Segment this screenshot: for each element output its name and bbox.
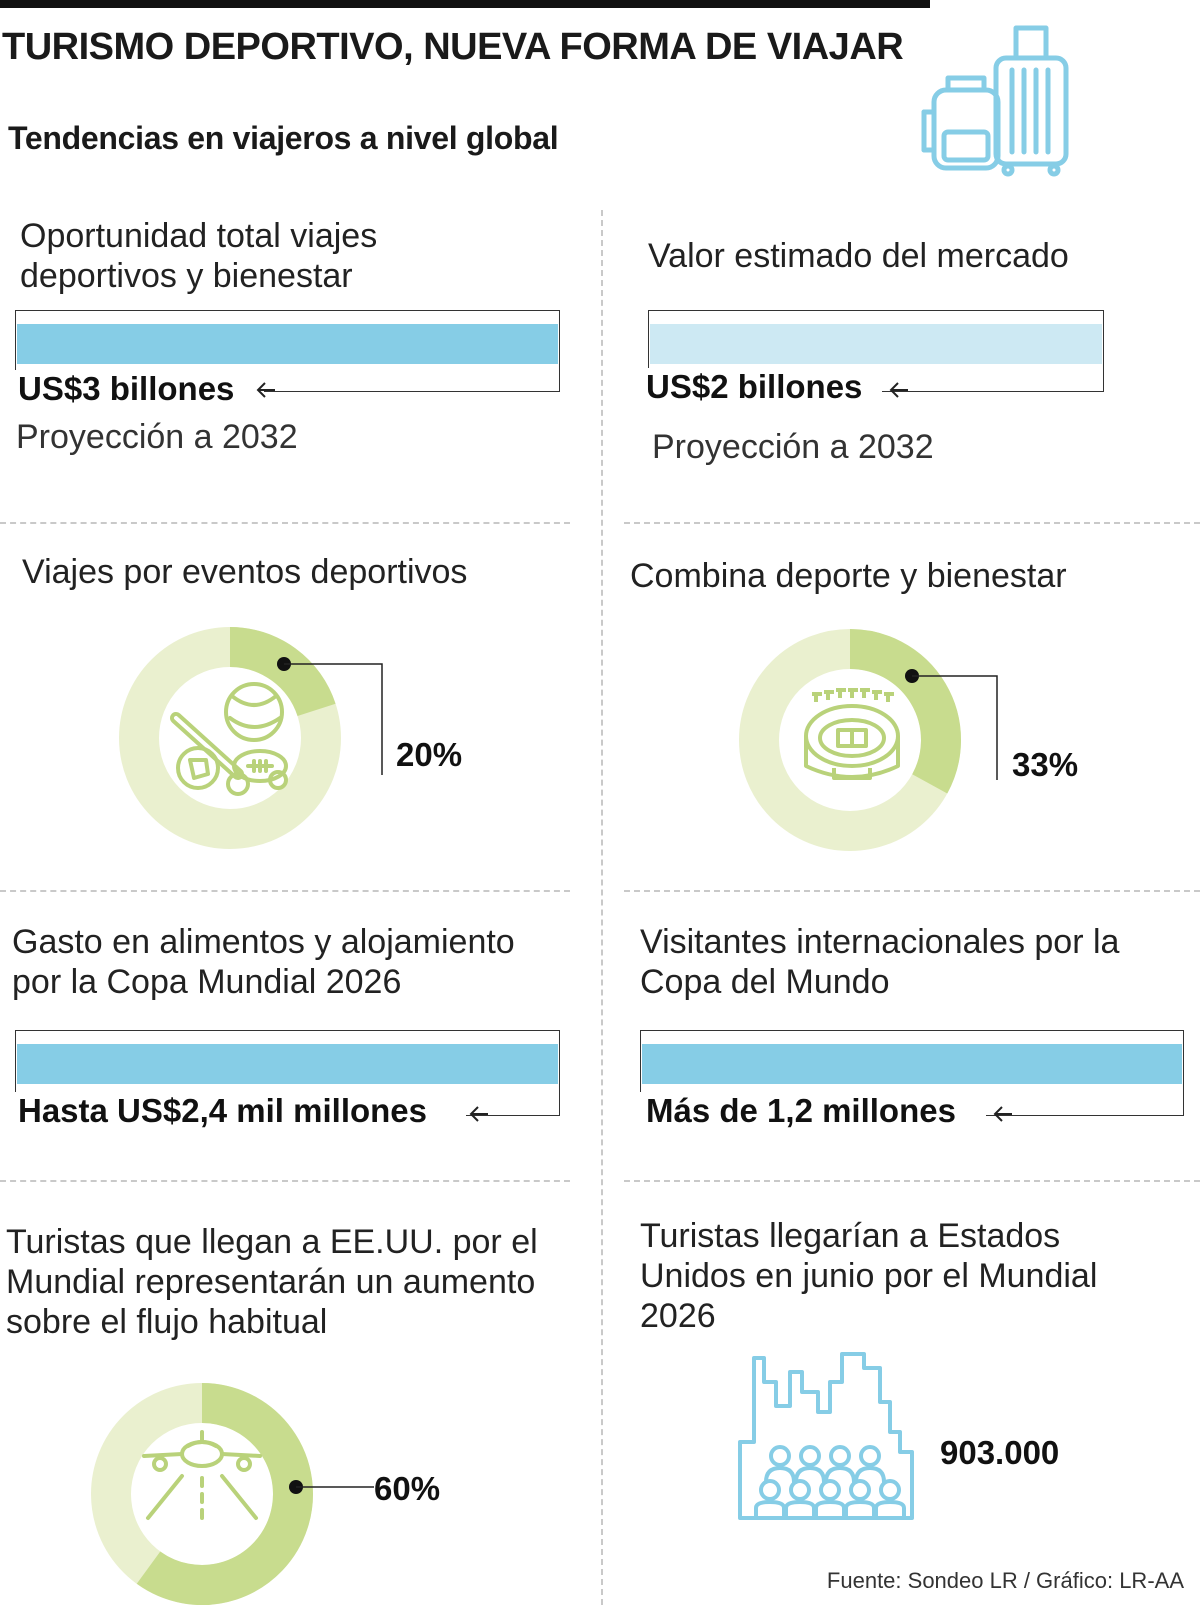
bienestar-donut	[739, 629, 961, 851]
stadium-icon	[804, 688, 900, 780]
source-credit: Fuente: Sondeo LR / Gráfico: LR-AA	[826, 1568, 1184, 1593]
page-title: TURISMO DEPORTIVO, NUEVA FORMA DE VIAJAR	[2, 26, 904, 68]
top-rule	[0, 0, 930, 8]
gasto-bar	[17, 1044, 558, 1084]
oportunidad-note: Proyección a 2032	[16, 418, 298, 456]
oportunidad-value: US$3 billones	[18, 370, 235, 407]
donut-arc	[849, 629, 961, 794]
airplane-icon	[142, 1430, 262, 1520]
aumento-leader	[289, 1480, 374, 1494]
gasto-value-bg	[14, 1092, 466, 1136]
visitantes-value-bg	[640, 1092, 986, 1136]
gasto-label: Gasto en alimentos y alojamiento por la …	[12, 923, 515, 1001]
row-divider	[0, 1180, 570, 1182]
bienestar-label: Combina deporte y bienestar	[630, 557, 1067, 595]
donut-arc	[136, 1383, 313, 1605]
row-divider	[624, 1180, 1200, 1182]
eventos-value: 20%	[396, 736, 463, 773]
luggage-icon	[921, 25, 1069, 177]
visitantes-value: Más de 1,2 millones	[646, 1092, 956, 1129]
bienestar-leader	[905, 669, 998, 780]
mercado-value: US$2 billones	[646, 368, 863, 405]
aumento-value: 60%	[374, 1470, 441, 1507]
oportunidad-bar	[17, 324, 558, 364]
row-divider	[0, 522, 570, 524]
row-divider	[624, 890, 1200, 892]
gasto-value: Hasta US$2,4 mil millones	[18, 1092, 428, 1129]
junio-label: Turistas llegarían a Estados Unidos en j…	[640, 1217, 1098, 1335]
mercado-label: Valor estimado del mercado	[648, 237, 1069, 275]
aumento-label: Turistas que llegan a EE.UU. por el Mund…	[6, 1223, 538, 1341]
crowd-city-icon	[738, 1352, 914, 1520]
arrow-left-icon	[256, 382, 275, 398]
oportunidad-value-bg	[14, 370, 264, 414]
oportunidad-label: Oportunidad total viajes deportivos y bi…	[20, 217, 378, 295]
mercado-bar	[650, 324, 1102, 364]
arrow-left-icon	[469, 1106, 488, 1122]
arrow-left-icon	[993, 1106, 1012, 1122]
row-divider	[624, 522, 1200, 524]
row-divider	[0, 890, 570, 892]
eventos-leader	[277, 657, 383, 775]
sports-balls-icon	[170, 682, 288, 796]
junio-value: 903.000	[940, 1434, 1060, 1471]
column-divider	[601, 210, 603, 1605]
mercado-value-bg	[644, 368, 882, 412]
eventos-label: Viajes por eventos deportivos	[22, 553, 468, 591]
aumento-donut	[91, 1383, 313, 1605]
bienestar-value: 33%	[1012, 746, 1079, 783]
page-subtitle: Tendencias en viajeros a nivel global	[8, 120, 559, 156]
arrow-left-icon	[889, 382, 908, 398]
visitantes-label: Visitantes internacionales por la Copa d…	[640, 923, 1120, 1001]
mercado-note: Proyección a 2032	[652, 428, 934, 466]
visitantes-bar	[642, 1044, 1182, 1084]
